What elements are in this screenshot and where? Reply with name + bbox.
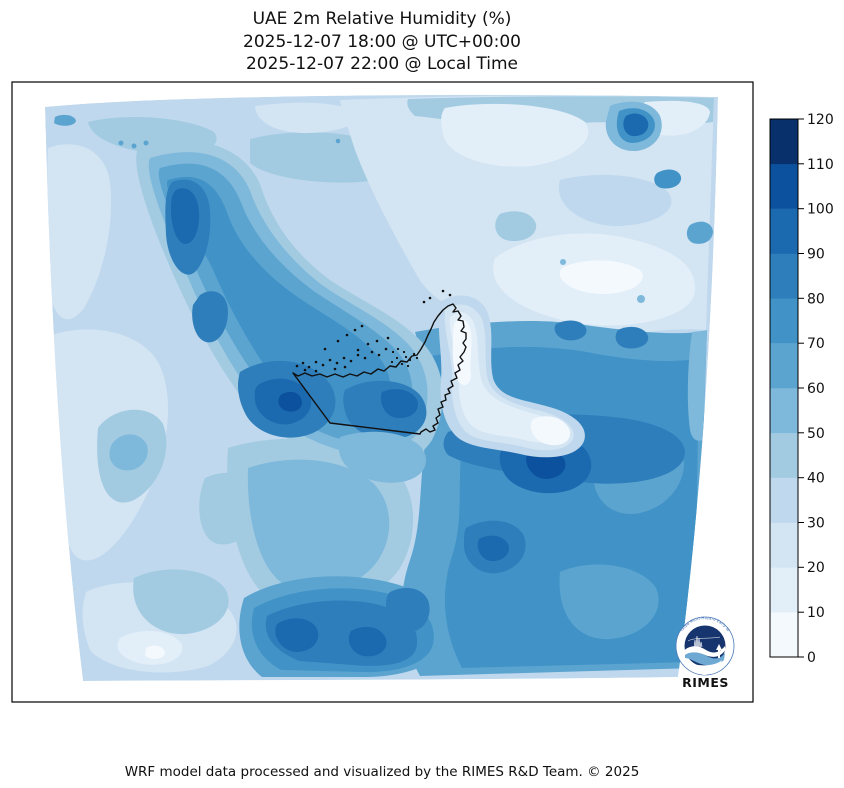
contour-region bbox=[686, 221, 713, 244]
contour-region bbox=[145, 645, 165, 659]
tick-label: 100 bbox=[807, 202, 834, 218]
colorbar-tick-labels: 0 10 20 30 40 50 60 70 80 90 100 110 120 bbox=[807, 112, 834, 666]
contour-region bbox=[559, 564, 659, 640]
contour-region bbox=[477, 535, 509, 562]
contour-region bbox=[171, 188, 200, 244]
contour-speck bbox=[637, 295, 645, 303]
contour-region bbox=[247, 459, 390, 592]
contour-region bbox=[615, 326, 649, 349]
tick-label: 20 bbox=[807, 560, 825, 576]
tick-label: 80 bbox=[807, 291, 825, 307]
colorbar: 0 10 20 30 40 50 60 70 80 90 100 110 120 bbox=[769, 112, 834, 666]
island-dots bbox=[295, 289, 452, 373]
logo-wave-blue bbox=[685, 652, 725, 666]
contour-region bbox=[166, 176, 391, 427]
axes-frame bbox=[11, 81, 754, 703]
contour-region bbox=[255, 102, 357, 134]
colorbar-band bbox=[770, 208, 798, 254]
title-block: UAE 2m Relative Humidity (%) 2025-12-07 … bbox=[243, 9, 521, 74]
page-title: UAE 2m Relative Humidity (%) bbox=[253, 9, 512, 29]
contour-region bbox=[495, 211, 537, 242]
colorbar-band bbox=[770, 477, 798, 523]
colorbar-band bbox=[770, 522, 798, 568]
logo-horizon-line bbox=[687, 636, 721, 642]
title-local-time: 2025-12-07 22:00 @ Local Time bbox=[246, 54, 518, 74]
contour-region bbox=[386, 587, 430, 633]
contour-region bbox=[452, 319, 472, 386]
logo-wave-bottom bbox=[687, 660, 722, 675]
contour-region bbox=[54, 114, 76, 126]
colorbar-band bbox=[770, 388, 798, 434]
colorbar-band bbox=[770, 163, 798, 209]
colorbar-band bbox=[770, 298, 798, 344]
contour-region bbox=[530, 416, 571, 446]
tick-label: 50 bbox=[807, 426, 825, 442]
colorbar-band bbox=[770, 119, 798, 165]
contour-specks bbox=[118, 140, 149, 149]
contour-region bbox=[559, 260, 643, 294]
colorbar-band bbox=[770, 567, 798, 613]
contour-region bbox=[449, 312, 562, 443]
contour-region bbox=[133, 569, 229, 635]
colorbar-band bbox=[770, 432, 798, 478]
tick-label: 70 bbox=[807, 336, 825, 352]
tick-label: 60 bbox=[807, 381, 825, 397]
footer-credit: WRF model data processed and visualized … bbox=[125, 764, 640, 780]
contour-region bbox=[526, 449, 566, 479]
colorbar-band bbox=[770, 253, 798, 299]
contour-region bbox=[46, 144, 112, 320]
tick-label: 10 bbox=[807, 605, 825, 621]
logo-seismogram-icon bbox=[693, 635, 703, 653]
contour-region bbox=[441, 103, 589, 167]
contour-field bbox=[45, 94, 718, 681]
contour-region bbox=[109, 434, 148, 471]
colorbar-ticks bbox=[798, 118, 804, 658]
tick-label: 110 bbox=[807, 157, 834, 173]
contour-region bbox=[687, 330, 707, 441]
contour-region bbox=[275, 618, 319, 652]
contour-region bbox=[348, 626, 387, 657]
logo-palm-icon bbox=[716, 644, 722, 658]
title-utc-time: 2025-12-07 18:00 @ UTC+00:00 bbox=[243, 32, 521, 52]
tick-label: 120 bbox=[807, 112, 834, 128]
tick-label: 30 bbox=[807, 516, 825, 532]
contour-region bbox=[623, 113, 649, 137]
contour-region bbox=[338, 431, 427, 483]
contour-region bbox=[278, 391, 302, 412]
colorbar-band bbox=[770, 343, 798, 389]
contour-region bbox=[558, 174, 672, 227]
tick-label: 90 bbox=[807, 247, 825, 263]
logo-wordmark: RIMES bbox=[682, 675, 729, 690]
contour-speck bbox=[560, 259, 566, 265]
tick-label: 40 bbox=[807, 471, 825, 487]
contour-region bbox=[192, 291, 228, 343]
uae-border-outline bbox=[292, 289, 467, 435]
coastal-island-dots bbox=[390, 347, 419, 368]
colorbar-band bbox=[770, 612, 798, 658]
contour-region bbox=[654, 169, 682, 189]
uae-coastline bbox=[292, 303, 467, 435]
tick-label: 0 bbox=[807, 650, 816, 666]
contour-region bbox=[380, 389, 418, 419]
contour-region bbox=[554, 320, 587, 341]
logo-wave-white bbox=[684, 646, 726, 657]
